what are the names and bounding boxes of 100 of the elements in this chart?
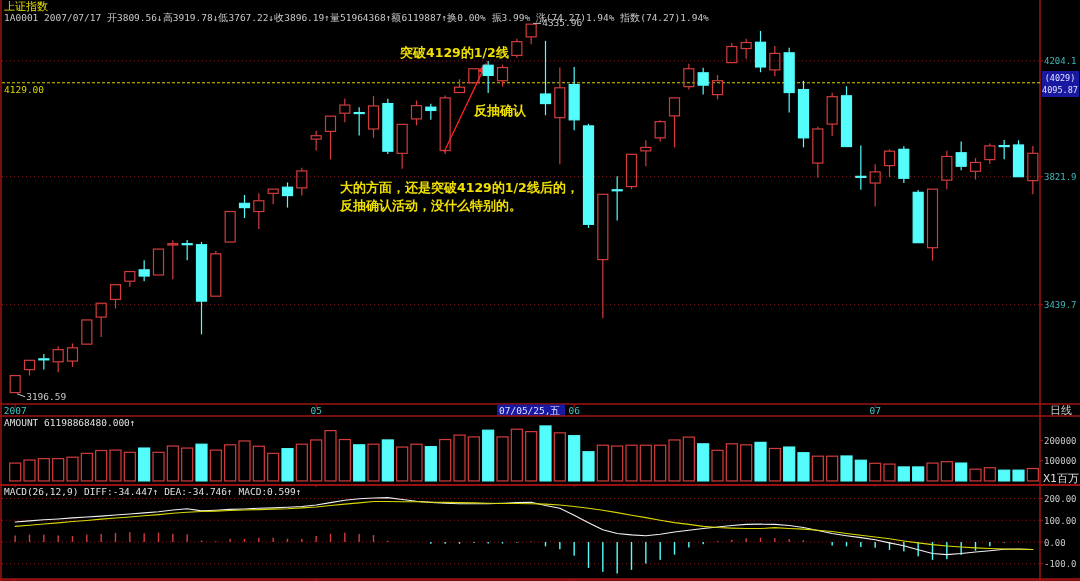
bar xyxy=(324,430,337,482)
bar xyxy=(80,452,93,482)
candlestick xyxy=(597,193,609,319)
annotation: 反抽确认 xyxy=(473,103,527,118)
bar xyxy=(66,456,79,482)
bar xyxy=(166,445,179,482)
x-tick-label: 05 xyxy=(310,405,322,416)
bar xyxy=(883,463,896,482)
bar xyxy=(109,449,122,482)
candlestick xyxy=(9,374,21,394)
bar xyxy=(496,436,509,482)
bar xyxy=(611,445,624,482)
bar xyxy=(625,444,638,482)
text: 日线 xyxy=(1050,404,1072,417)
annotation: 3196.59 xyxy=(26,390,67,402)
bar xyxy=(9,462,22,482)
bar xyxy=(138,447,151,482)
bar xyxy=(52,458,65,482)
text: (4029) xyxy=(1044,73,1076,83)
y-tick-label: 200.00 xyxy=(1044,493,1077,504)
bar xyxy=(396,446,409,482)
y-tick-label: 4204.1 xyxy=(1044,56,1077,67)
bar xyxy=(1026,467,1039,482)
bar xyxy=(23,459,36,482)
bar xyxy=(525,431,538,482)
bar xyxy=(238,440,251,482)
y-tick-label: 100.00 xyxy=(1044,515,1077,526)
bar xyxy=(768,447,781,482)
x-tick-label: 07 xyxy=(869,405,881,416)
bar xyxy=(582,451,595,482)
bar xyxy=(252,445,265,482)
y-axis-title: X1百万 xyxy=(1043,472,1079,484)
bar xyxy=(439,438,452,482)
bar xyxy=(897,466,910,482)
y-tick-label: 0.00 xyxy=(1044,537,1066,548)
bar xyxy=(95,449,108,482)
bar xyxy=(453,434,466,482)
bar xyxy=(568,435,581,482)
bar xyxy=(811,455,824,482)
bar xyxy=(267,452,280,482)
bar xyxy=(424,446,437,482)
bar xyxy=(969,468,982,482)
bar xyxy=(783,446,796,482)
bar xyxy=(353,444,366,482)
bar xyxy=(654,444,667,482)
y-tick-label: -100.0 xyxy=(1044,559,1077,570)
bar xyxy=(1012,469,1025,482)
ref-line-label: 4129.00 xyxy=(4,83,45,95)
bar xyxy=(295,443,308,482)
bar xyxy=(668,439,681,482)
candlestick xyxy=(152,248,165,276)
bar xyxy=(596,444,609,482)
x-tick-label: 06 xyxy=(568,405,581,416)
bar xyxy=(467,436,480,482)
bar xyxy=(940,461,953,482)
bar xyxy=(181,447,194,482)
bar xyxy=(410,443,423,482)
bar xyxy=(926,462,939,482)
bar xyxy=(740,444,753,482)
candlestick xyxy=(224,210,236,243)
y-tick-label: 100000 xyxy=(1044,456,1077,467)
bar xyxy=(639,444,652,482)
bar xyxy=(754,441,767,482)
candlestick xyxy=(554,66,566,165)
bar xyxy=(281,448,294,482)
bar xyxy=(869,462,882,482)
candlestick xyxy=(468,68,480,84)
bar xyxy=(209,449,222,482)
bar xyxy=(123,451,136,482)
bar xyxy=(37,458,50,482)
x-tick-label: 2007 xyxy=(3,405,27,416)
bar xyxy=(912,466,925,482)
bar xyxy=(955,462,968,482)
y-tick-label: 200000 xyxy=(1044,435,1077,446)
bar xyxy=(510,428,523,482)
bar xyxy=(310,439,323,482)
candlestick xyxy=(95,302,107,338)
text: 4095.87 xyxy=(1042,85,1078,95)
annotation: 突破4129的1/2线 xyxy=(399,45,509,60)
bar xyxy=(539,425,552,482)
bar xyxy=(682,436,695,482)
chart-title: MACD(26,12,9) DIFF:-34.447↑ DEA:-34.746↑ MACD:0.599↑ xyxy=(4,486,302,497)
y-tick-label: 3439.7 xyxy=(1044,300,1077,311)
chart-title: 上证指数 xyxy=(4,0,48,13)
bar xyxy=(195,443,208,482)
bar xyxy=(840,455,853,482)
annotation: 大的方面，还是突破4129的1/2线后的，反抽确认活动，没什么特别的。 xyxy=(339,180,579,214)
bar xyxy=(711,449,724,482)
candlestick xyxy=(81,319,93,345)
bar xyxy=(854,459,867,482)
bar xyxy=(338,438,351,482)
candlestick xyxy=(668,97,681,149)
bar xyxy=(826,455,839,482)
bar xyxy=(381,439,394,482)
bar xyxy=(553,432,566,482)
bar xyxy=(983,467,996,482)
bar xyxy=(482,429,495,482)
bar xyxy=(367,443,380,482)
bar xyxy=(725,443,738,482)
bar xyxy=(224,444,237,482)
